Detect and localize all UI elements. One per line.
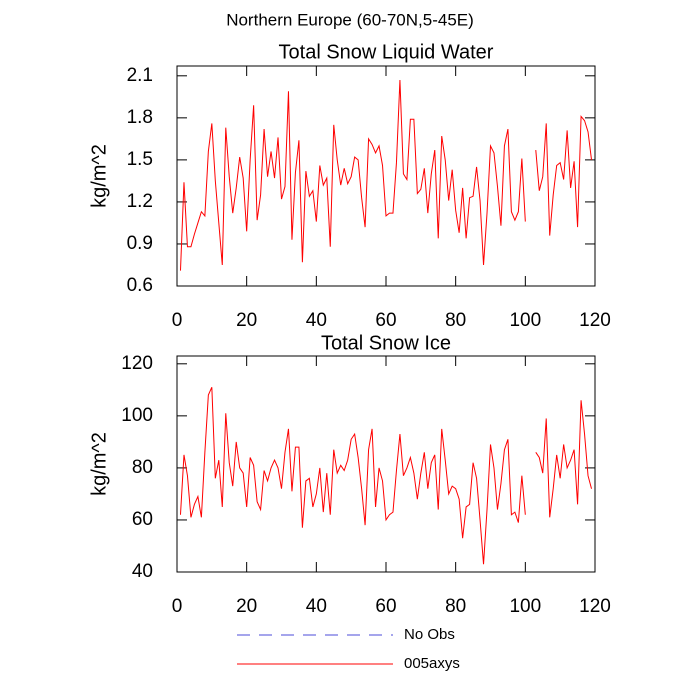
y-tick-label: 120	[121, 353, 153, 374]
x-tick-label: 120	[579, 596, 611, 617]
y-tick-label: 100	[121, 405, 153, 426]
x-tick-label: 20	[236, 310, 257, 331]
y-tick-label: 1.2	[127, 191, 153, 212]
x-tick-label: 0	[172, 596, 183, 617]
x-tick-label: 120	[579, 310, 611, 331]
data-line	[179, 387, 593, 565]
x-tick-label: 60	[375, 310, 396, 331]
x-tick-label: 40	[306, 596, 327, 617]
figure-title: Northern Europe (60-70N,5-45E)	[226, 10, 474, 29]
x-tick-label: 60	[375, 596, 396, 617]
x-tick-label: 80	[445, 310, 466, 331]
x-tick-label: 100	[509, 310, 541, 331]
chart-title: Total Snow Ice	[321, 332, 451, 354]
y-tick-label: 0.9	[127, 233, 153, 254]
y-tick-label: 1.5	[127, 149, 153, 170]
y-tick-label: 1.8	[127, 107, 153, 128]
chart-title: Total Snow Liquid Water	[279, 41, 494, 63]
y-tick-label: 0.6	[127, 275, 153, 296]
legend-label: No Obs	[404, 626, 455, 643]
y-axis-label: kg/m^2	[88, 432, 110, 496]
y-tick-label: 40	[132, 561, 153, 582]
y-axis-label: kg/m^2	[88, 144, 110, 208]
x-tick-label: 80	[445, 596, 466, 617]
y-tick-label: 2.1	[127, 65, 153, 86]
x-tick-label: 100	[509, 596, 541, 617]
x-tick-label: 20	[236, 596, 257, 617]
x-tick-label: 0	[172, 310, 183, 331]
y-tick-label: 60	[132, 509, 153, 530]
legend-label: 005axys	[404, 655, 460, 672]
x-tick-label: 40	[306, 310, 327, 331]
data-line	[179, 79, 593, 271]
y-tick-label: 80	[132, 457, 153, 478]
